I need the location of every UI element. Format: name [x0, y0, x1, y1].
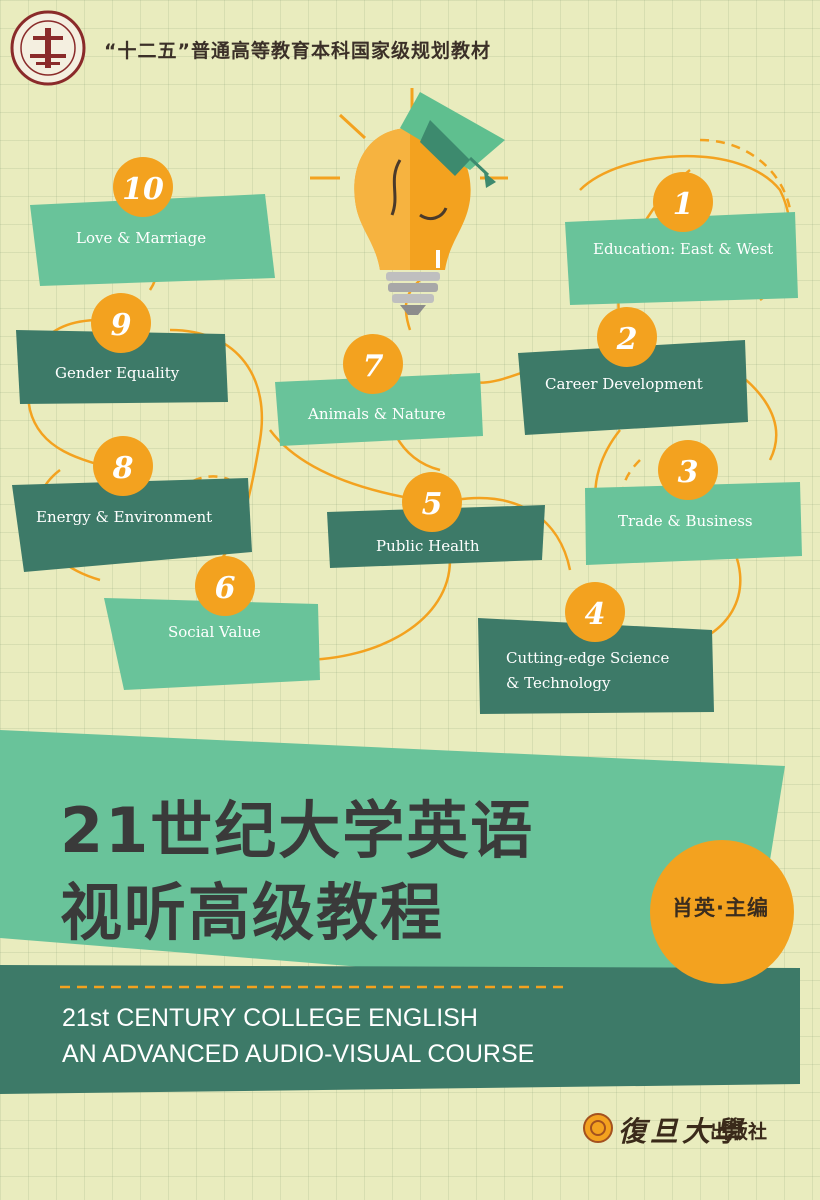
publisher-name: 復旦大學	[618, 1115, 747, 1148]
topic-label-9: Gender Equality	[55, 364, 180, 382]
series-text: “十二五”普通高等教育本科国家级规划教材	[104, 40, 491, 62]
editor-credit: 肖英·主编	[672, 896, 769, 920]
panel-5	[327, 505, 545, 568]
publisher-logo	[583, 1113, 613, 1143]
number-circle-10	[113, 157, 173, 217]
number-circle-6	[195, 556, 255, 616]
topic-label-4: Cutting-edge Science & Technology	[506, 646, 669, 696]
panel-9	[16, 330, 228, 404]
title-cn-line1: 21世纪大学英语	[60, 794, 535, 867]
topic-label-3: Trade & Business	[618, 512, 753, 530]
title-en-line1: 21st CENTURY COLLEGE ENGLISH	[62, 1004, 478, 1032]
number-circle-4	[565, 582, 625, 642]
topic-number-8: 8	[112, 451, 134, 486]
topic-label-8: Energy & Environment	[36, 508, 213, 526]
topic-number-6: 6	[215, 571, 236, 606]
number-circle-5	[402, 472, 462, 532]
lightbulb-icon	[310, 88, 508, 315]
topic-number-5: 5	[422, 487, 443, 522]
topic-label-7: Animals & Nature	[308, 405, 446, 423]
topic-number-9: 9	[111, 308, 132, 343]
panel-7	[275, 373, 483, 446]
topic-number-10: 10	[122, 172, 164, 207]
topic-number-4: 4	[585, 597, 606, 632]
topic-number-1: 1	[673, 187, 694, 222]
publisher-house: 出版社	[710, 1121, 768, 1143]
topic-label-4-line2: & Technology	[506, 674, 611, 692]
topic-label-1: Education: East & West	[593, 240, 774, 258]
topic-number-2: 2	[616, 322, 638, 357]
number-circle-7	[343, 334, 403, 394]
number-circle-9	[91, 293, 151, 353]
topic-label-2: Career Development	[545, 375, 703, 393]
panel-4	[478, 618, 714, 714]
topic-label-4-line1: Cutting-edge Science	[506, 649, 670, 667]
topic-label-5: Public Health	[376, 537, 480, 555]
number-circle-8	[93, 436, 153, 496]
title-cn-line2: 视听高级教程	[60, 876, 445, 949]
topic-number-3: 3	[678, 455, 699, 490]
panel-6	[104, 598, 320, 690]
topic-number-7: 7	[363, 349, 384, 384]
panel-8	[12, 478, 252, 572]
panel-3	[585, 482, 802, 565]
panel-2	[518, 340, 748, 435]
title-en-line2: AN ADVANCED AUDIO-VISUAL COURSE	[62, 1040, 535, 1068]
number-circle-3	[658, 440, 718, 500]
panel-1	[565, 212, 798, 305]
topic-label-10: Love & Marriage	[76, 229, 207, 247]
title-band-cn	[0, 730, 785, 998]
seal-logo	[10, 10, 86, 86]
number-circle-1	[653, 172, 713, 232]
topic-label-6: Social Value	[168, 623, 261, 641]
title-band-en	[0, 965, 800, 1094]
number-circle-2	[597, 307, 657, 367]
panel-10	[30, 194, 275, 286]
editor-circle	[650, 840, 794, 984]
